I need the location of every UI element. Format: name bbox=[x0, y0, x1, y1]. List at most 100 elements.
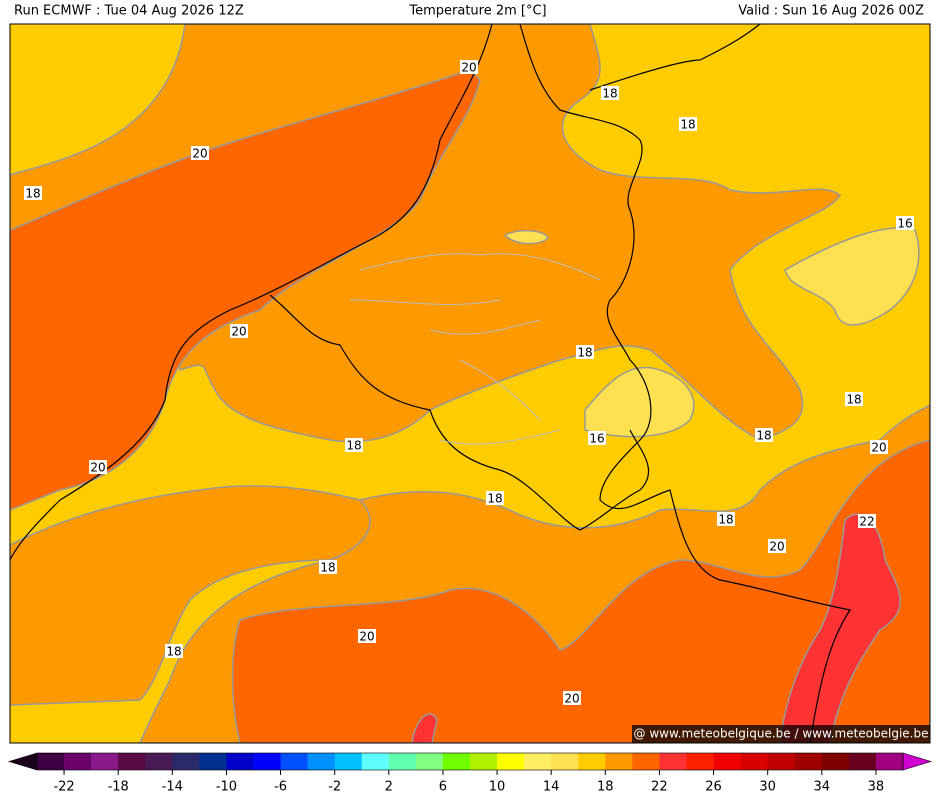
colorbar-tick-label: -18 bbox=[108, 780, 129, 795]
province-borders bbox=[349, 253, 601, 445]
colorbar-tick-label: 22 bbox=[651, 780, 668, 795]
colorbar-box bbox=[632, 753, 660, 770]
watermark-bg bbox=[632, 725, 930, 743]
contour-label-bg bbox=[755, 428, 773, 442]
contour-label-bg bbox=[24, 186, 42, 200]
colorbar-box bbox=[280, 753, 308, 770]
colorbar-box bbox=[253, 753, 281, 770]
contour-label: 16 bbox=[897, 217, 912, 231]
contour-label-bg bbox=[679, 117, 697, 131]
region-22-24 bbox=[231, 439, 930, 743]
contour-label-bg bbox=[319, 560, 337, 574]
map bbox=[9, 23, 931, 744]
colorbar-box bbox=[470, 753, 498, 770]
map-title: Temperature 2m [°C] bbox=[408, 4, 546, 19]
colorbar-box bbox=[497, 753, 525, 770]
colorbar-box bbox=[199, 753, 227, 770]
colorbar-box bbox=[767, 753, 796, 770]
colorbar-over bbox=[902, 752, 933, 771]
colorbar-under bbox=[7, 752, 38, 771]
colorbar-box bbox=[524, 753, 552, 770]
contour-label: 16 bbox=[589, 432, 604, 446]
colorbar-box bbox=[145, 753, 173, 770]
contour-label-bg bbox=[845, 392, 863, 406]
contour-label: 20 bbox=[461, 61, 476, 75]
colorbar-box bbox=[307, 753, 335, 770]
colorbar-box bbox=[578, 753, 606, 770]
colorbar-tick-label: 18 bbox=[597, 780, 614, 795]
valid-time: Valid : Sun 16 Aug 2026 00Z bbox=[738, 4, 924, 19]
colorbar-box bbox=[713, 753, 741, 770]
colorbar-box bbox=[91, 753, 119, 770]
contour-label-bg bbox=[588, 431, 606, 445]
colorbar-tick-label: 6 bbox=[439, 780, 447, 795]
colorbar-tick-label: -2 bbox=[328, 780, 341, 795]
colorbar-box bbox=[172, 753, 200, 770]
colorbar-box bbox=[361, 753, 390, 770]
colorbar-box bbox=[740, 753, 768, 770]
contour-label-bg bbox=[576, 345, 594, 359]
colorbar-tick-label: -14 bbox=[162, 780, 183, 795]
contour-label: 20 bbox=[564, 692, 579, 706]
colorbar-box bbox=[226, 753, 254, 770]
colorbar-box bbox=[821, 753, 850, 770]
colorbar-box bbox=[64, 753, 92, 770]
contour-label: 22 bbox=[859, 515, 874, 529]
contour-label: 20 bbox=[231, 325, 246, 339]
contour-label-bg bbox=[601, 86, 619, 100]
contour-label: 18 bbox=[25, 187, 40, 201]
colorbar-box bbox=[875, 753, 904, 770]
colorbar-tick-label: 34 bbox=[814, 780, 831, 795]
contour-label-bg bbox=[89, 460, 107, 474]
contour-label-bg bbox=[717, 512, 735, 526]
contour-label-bg bbox=[858, 514, 876, 528]
contour-label: 18 bbox=[577, 346, 592, 360]
contour-label-bg bbox=[358, 629, 376, 643]
contour-label-bg bbox=[165, 644, 183, 658]
colorbar-tick-label: 14 bbox=[543, 780, 560, 795]
contour-label: 18 bbox=[166, 645, 181, 659]
contour-label: 20 bbox=[359, 630, 374, 644]
contour-label-bg bbox=[191, 146, 209, 160]
colorbar-box bbox=[118, 753, 146, 770]
colorbar-box bbox=[442, 753, 471, 770]
contour-label: 20 bbox=[90, 461, 105, 475]
colorbar-frame bbox=[36, 752, 904, 771]
colorbar-tick-label: -6 bbox=[274, 780, 287, 795]
colorbar-box bbox=[334, 753, 363, 770]
colorbar-tick-label: 38 bbox=[868, 780, 885, 795]
contour-label: 20 bbox=[769, 540, 784, 554]
contour-label-bg bbox=[870, 440, 888, 454]
colorbar-tick-label: 2 bbox=[385, 780, 393, 795]
colorbar-box bbox=[848, 753, 877, 770]
contour-label: 18 bbox=[718, 513, 733, 527]
colorbar-box bbox=[388, 753, 417, 770]
contour-label-bg bbox=[486, 491, 504, 505]
colorbar-box bbox=[794, 753, 823, 770]
contour-label: 18 bbox=[602, 87, 617, 101]
contour-label: 18 bbox=[487, 492, 502, 506]
run-info: Run ECMWF : Tue 04 Aug 2026 12Z bbox=[14, 4, 244, 19]
colorbar-box bbox=[686, 753, 714, 770]
colorbar-tick-label: -10 bbox=[216, 780, 237, 795]
borders bbox=[10, 24, 851, 743]
contour-label-bg bbox=[230, 324, 248, 338]
contour-label: 18 bbox=[756, 429, 771, 443]
contour-label-bg bbox=[345, 438, 363, 452]
colorbar-box bbox=[605, 753, 633, 770]
contour-label: 18 bbox=[846, 393, 861, 407]
colorbar-tick-label: 30 bbox=[759, 780, 776, 795]
contour-label: 18 bbox=[346, 439, 361, 453]
colorbar-tick-label: 26 bbox=[705, 780, 722, 795]
map-frame bbox=[9, 23, 931, 744]
colorbar-tick-label: -22 bbox=[53, 780, 74, 795]
colorbar-tick-label: 10 bbox=[489, 780, 506, 795]
colorbar-box bbox=[37, 753, 65, 770]
colorbar-box bbox=[415, 753, 444, 770]
contour-label: 18 bbox=[320, 561, 335, 575]
contour-label-bg bbox=[460, 60, 478, 74]
contour-label-bg bbox=[768, 539, 786, 553]
region-above-24 bbox=[411, 513, 901, 743]
contour-label-bg bbox=[563, 691, 581, 705]
